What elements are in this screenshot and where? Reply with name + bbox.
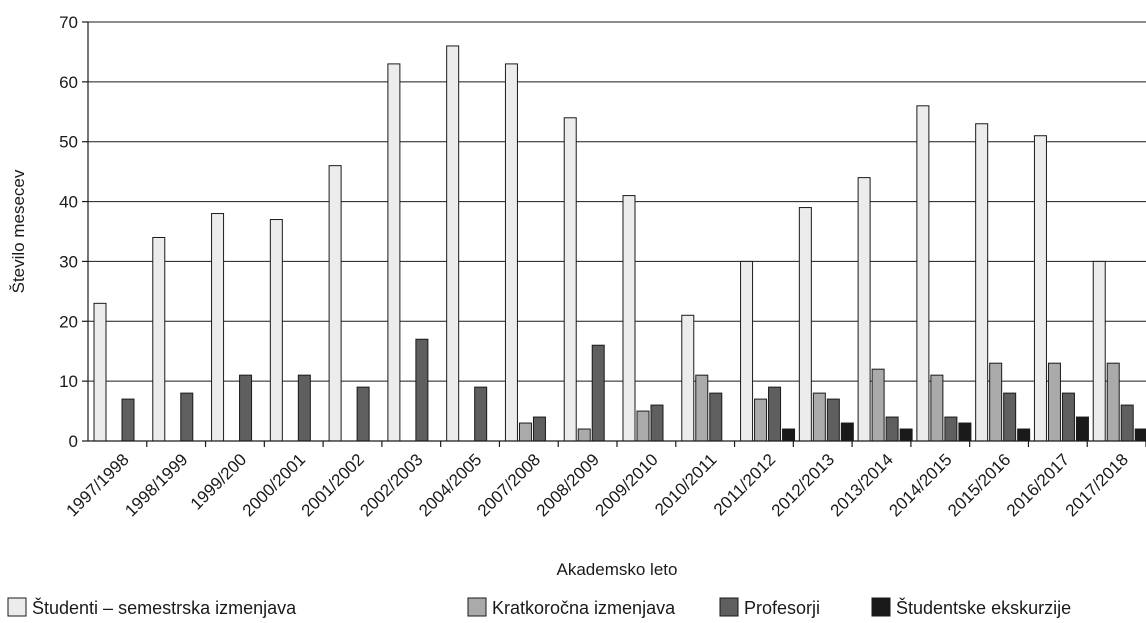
bar-1-16 bbox=[975, 123, 989, 442]
bar-4-14 bbox=[899, 428, 913, 442]
bar-1-14 bbox=[857, 177, 871, 442]
bar-1-1 bbox=[93, 302, 107, 442]
y-axis-title: Število mesecev bbox=[9, 169, 28, 293]
x-tick-label: 2010/2011 bbox=[651, 450, 720, 519]
x-tick-label: 2015/2016 bbox=[944, 450, 1014, 520]
bar-3-1 bbox=[121, 398, 135, 442]
bar-2-13 bbox=[812, 392, 826, 442]
y-tick-labels: 0 10 20 30 40 50 60 70 bbox=[59, 13, 78, 451]
bar-1-5 bbox=[328, 165, 342, 442]
bar-3-16 bbox=[1003, 392, 1017, 442]
bar-3-15 bbox=[944, 416, 958, 442]
x-tick-label: 2002/2003 bbox=[356, 450, 426, 520]
bar-4-17 bbox=[1075, 416, 1089, 442]
bar-1-11 bbox=[681, 314, 695, 442]
bars bbox=[93, 45, 1146, 442]
bar-1-13 bbox=[798, 207, 812, 442]
bar-3-13 bbox=[826, 398, 840, 442]
legend-swatch-1 bbox=[7, 597, 27, 617]
x-tick-label: 2004/2005 bbox=[415, 450, 485, 520]
bar-1-10 bbox=[622, 195, 636, 442]
legend-label-3: Profesorji bbox=[744, 598, 820, 618]
bar-2-9 bbox=[577, 428, 591, 442]
x-axis-title: Akademsko leto bbox=[557, 560, 678, 579]
legend-swatch-2 bbox=[467, 597, 487, 617]
y-tick-label: 60 bbox=[59, 73, 78, 92]
bar-2-18 bbox=[1106, 362, 1120, 442]
x-tick-label: 2007/2008 bbox=[474, 450, 544, 520]
bar-1-4 bbox=[269, 219, 283, 442]
x-tick-label: 1997/1998 bbox=[63, 450, 133, 520]
bar-4-12 bbox=[782, 428, 796, 442]
bar-3-17 bbox=[1061, 392, 1075, 442]
x-tick-label: 2000/2001 bbox=[239, 450, 309, 520]
x-tick-labels: 1997/19981998/19991999/2002000/20012001/… bbox=[63, 441, 1146, 520]
bar-1-9 bbox=[563, 117, 577, 442]
legend-swatch-4 bbox=[871, 597, 891, 617]
bar-1-18 bbox=[1092, 260, 1106, 442]
bar-4-18 bbox=[1134, 428, 1146, 442]
bar-4-15 bbox=[958, 422, 972, 442]
bar-3-6 bbox=[415, 338, 429, 442]
bar-1-3 bbox=[211, 213, 225, 442]
x-tick-label: 1998/1999 bbox=[121, 450, 191, 520]
x-tick-label: 2017/2018 bbox=[1062, 450, 1132, 520]
x-tick-label: 2008/2009 bbox=[533, 450, 603, 520]
bar-2-8 bbox=[518, 422, 532, 442]
bar-3-18 bbox=[1120, 404, 1134, 442]
bar-1-2 bbox=[152, 236, 166, 442]
x-tick-label: 2014/2015 bbox=[885, 450, 955, 520]
legend-label-1: Študenti – semestrska izmenjava bbox=[32, 597, 297, 618]
bar-3-2 bbox=[180, 392, 194, 442]
bar-2-12 bbox=[754, 398, 768, 442]
y-tick-label: 30 bbox=[59, 252, 78, 271]
legend: Študenti – semestrska izmenjava Kratkoroč… bbox=[7, 597, 1071, 618]
legend-swatch-3 bbox=[719, 597, 739, 617]
bar-3-5 bbox=[356, 386, 370, 442]
bar-3-4 bbox=[297, 374, 311, 442]
legend-label-2: Kratkoročna izmenjava bbox=[492, 598, 676, 618]
bar-2-15 bbox=[930, 374, 944, 442]
y-tick-label: 40 bbox=[59, 193, 78, 212]
bar-3-12 bbox=[768, 386, 782, 442]
bar-1-12 bbox=[740, 260, 754, 442]
bar-3-10 bbox=[650, 404, 664, 442]
y-tick-label: 70 bbox=[59, 13, 78, 32]
x-tick-label: 2009/2010 bbox=[592, 450, 662, 520]
x-tick-label: 2013/2014 bbox=[827, 450, 897, 520]
bar-1-15 bbox=[916, 105, 930, 442]
bar-3-14 bbox=[885, 416, 899, 442]
bar-3-7 bbox=[474, 386, 488, 442]
bar-4-13 bbox=[840, 422, 854, 442]
bar-3-3 bbox=[239, 374, 253, 442]
bar-1-6 bbox=[387, 63, 401, 442]
bar-4-16 bbox=[1017, 428, 1031, 442]
bar-2-17 bbox=[1047, 362, 1061, 442]
x-tick-label: 2001/2002 bbox=[298, 450, 368, 520]
bar-2-10 bbox=[636, 410, 650, 442]
bar-1-17 bbox=[1033, 135, 1047, 442]
bar-2-14 bbox=[871, 368, 885, 442]
x-tick-label: 2016/2017 bbox=[1003, 450, 1073, 520]
bar-3-9 bbox=[591, 344, 605, 442]
gridlines bbox=[82, 21, 1146, 442]
bar-3-8 bbox=[532, 416, 546, 442]
y-tick-label: 20 bbox=[59, 312, 78, 331]
bar-2-11 bbox=[695, 374, 709, 442]
y-tick-label: 50 bbox=[59, 133, 78, 152]
bar-1-7 bbox=[446, 45, 460, 442]
y-tick-label: 0 bbox=[69, 432, 78, 451]
y-tick-label: 10 bbox=[59, 372, 78, 391]
x-tick-label: 2012/2013 bbox=[768, 450, 838, 520]
legend-label-4: Študentske ekskurzije bbox=[896, 597, 1071, 618]
bar-1-8 bbox=[504, 63, 518, 442]
bar-2-16 bbox=[989, 362, 1003, 442]
bar-3-11 bbox=[709, 392, 723, 442]
